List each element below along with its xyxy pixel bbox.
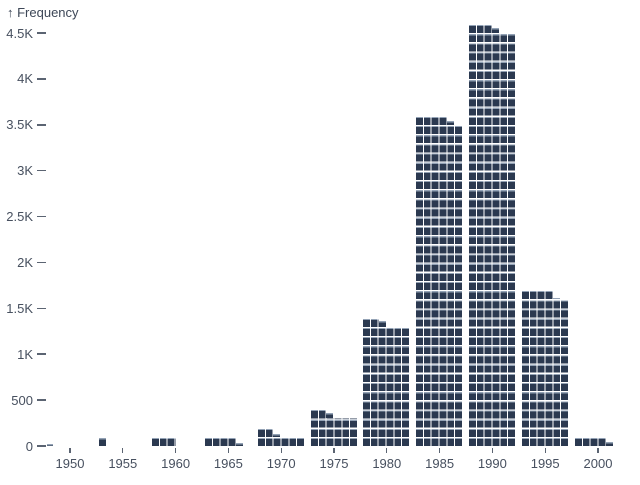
x-tick-mark	[544, 447, 546, 453]
waffle-bar-1990	[468, 0, 516, 446]
waffle-bar-top-row	[257, 427, 274, 437]
waffle-bar-partial-square	[447, 120, 455, 125]
waffle-bar-top-row	[310, 409, 327, 419]
y-tick-label: 2K	[17, 254, 33, 270]
waffle-bar-partial-square	[46, 443, 54, 446]
x-tick-mark	[122, 447, 124, 453]
waffle-bar-1960	[152, 0, 199, 446]
y-tick-mark	[37, 78, 46, 80]
waffle-bar-partial-square	[605, 442, 613, 446]
x-tick-label: 1960	[161, 456, 191, 471]
y-tick-mark	[37, 32, 46, 34]
waffle-bar-1955	[99, 0, 146, 446]
waffle-bar-partial-square	[236, 443, 244, 446]
x-tick-mark	[386, 447, 388, 453]
x-tick-label: 1990	[477, 456, 507, 471]
x-tick-label: 1970	[266, 456, 296, 471]
x-tick-label: 1985	[425, 456, 455, 471]
waffle-bar-partial-square	[326, 412, 334, 419]
x-tick-mark	[174, 447, 177, 453]
y-tick-label: 3K	[17, 163, 33, 179]
waffle-bar-partial-square	[492, 28, 500, 33]
x-tick-label: 1975	[319, 456, 349, 471]
waffle-bar-1970	[257, 0, 305, 446]
y-tick-label: 0	[25, 438, 33, 454]
waffle-bar-body	[521, 299, 569, 446]
y-tick-mark	[37, 307, 46, 310]
waffle-bar-top-row	[521, 289, 554, 300]
x-tick-label: 1980	[372, 456, 402, 471]
y-tick-label: 2.5K	[6, 209, 33, 225]
y-tick-mark	[37, 353, 46, 356]
x-tick-label: 1955	[108, 456, 138, 471]
x-tick-label: 2000	[583, 456, 613, 471]
waffle-bar-top-row	[416, 115, 448, 125]
waffle-bar-body	[310, 418, 358, 446]
waffle-bar-body	[416, 124, 464, 446]
x-tick-mark	[597, 447, 599, 453]
y-tick-mark	[37, 445, 46, 447]
y-tick-label: 4K	[17, 71, 33, 87]
y-tick-mark	[37, 261, 46, 264]
waffle-bar-1995	[521, 0, 569, 446]
y-tick-label: 1K	[17, 346, 33, 362]
waffle-bar-partial-square	[99, 438, 107, 446]
x-tick-label: 1950	[55, 456, 85, 471]
y-tick-mark	[37, 399, 46, 401]
waffle-bar-1985	[416, 0, 464, 446]
x-tick-label: 1965	[213, 456, 243, 471]
x-tick-mark	[438, 447, 441, 453]
waffle-bar-1950	[46, 0, 94, 446]
x-tick-label: 1995	[530, 456, 560, 471]
waffle-bar-partial-square	[553, 297, 560, 300]
waffle-bar-top-row	[574, 436, 606, 446]
y-tick-label: 1.5K	[6, 300, 33, 316]
x-tick-mark	[491, 447, 494, 453]
y-tick-label: 500	[11, 392, 33, 408]
waffle-bar-top-row	[363, 317, 379, 327]
waffle-bar-partial-square	[273, 433, 281, 437]
y-tick-label: 4.5K	[6, 25, 33, 41]
waffle-bar-top-row	[468, 23, 493, 33]
waffle-bar-1965	[204, 0, 252, 446]
y-tick-mark	[37, 123, 46, 126]
y-tick-mark	[37, 169, 46, 172]
x-tick-mark	[280, 447, 282, 453]
y-tick-label: 3.5K	[6, 117, 33, 133]
waffle-bar-body	[257, 436, 305, 446]
x-tick-mark	[69, 447, 71, 453]
waffle-bar-partial-square	[378, 321, 386, 327]
waffle-bar-1980	[363, 0, 411, 446]
y-axis-title: ↑ Frequency	[7, 5, 79, 20]
x-tick-mark	[227, 447, 230, 453]
waffle-bar-body	[468, 33, 516, 446]
waffle-bar-1975	[310, 0, 358, 446]
waffle-bar-top-row	[204, 436, 237, 446]
waffle-bar-body	[363, 326, 411, 446]
waffle-bar-top-row	[152, 436, 176, 446]
y-tick-mark	[37, 215, 46, 218]
waffle-bar-2000	[574, 0, 622, 446]
x-tick-mark	[333, 447, 335, 453]
